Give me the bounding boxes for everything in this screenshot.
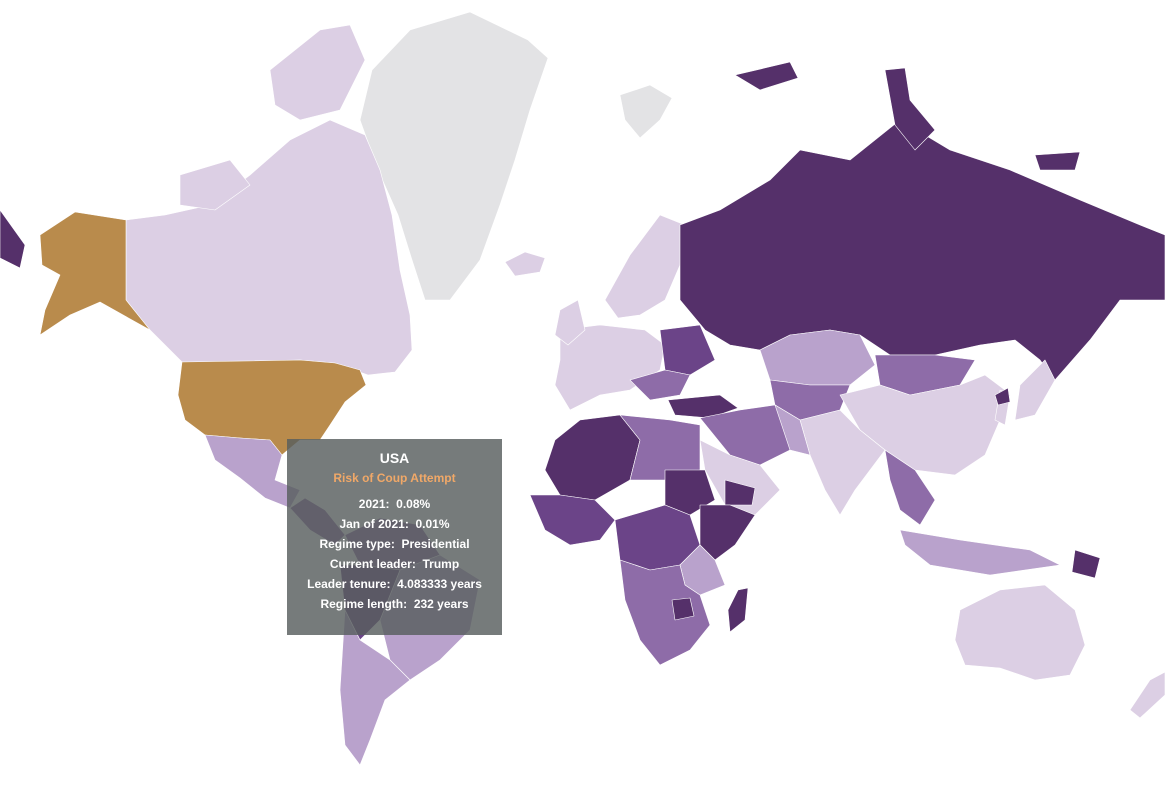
country-uk[interactable] xyxy=(554,299,586,346)
country-scandinavia[interactable] xyxy=(604,214,686,319)
country-zimbabwe[interactable] xyxy=(671,597,695,621)
country-canada[interactable] xyxy=(125,119,413,376)
tooltip-label: Current leader xyxy=(329,557,412,571)
country-tooltip: USA Risk of Coup Attempt 2021: 0.08% Jan… xyxy=(287,439,502,635)
tooltip-row-regime-length: Regime length: 232 years xyxy=(320,597,469,611)
country-russia[interactable] xyxy=(679,119,1165,381)
country-usa-alaska[interactable] xyxy=(39,211,151,336)
country-australia[interactable] xyxy=(954,584,1086,681)
country-arabia[interactable] xyxy=(699,439,781,516)
country-yemen[interactable] xyxy=(724,479,756,506)
tooltip-value: 232 years xyxy=(413,597,469,611)
country-new-zealand[interactable] xyxy=(1129,671,1165,719)
tooltip-value: 0.08% xyxy=(396,497,431,511)
country-russia-arctic-islands[interactable] xyxy=(0,61,1081,269)
country-eastern-europe[interactable] xyxy=(659,324,716,376)
country-argentina-chile[interactable] xyxy=(339,609,411,766)
tooltip-label: 2021 xyxy=(358,497,386,511)
country-southeast-asia[interactable] xyxy=(884,449,936,526)
tooltip-row-current-leader: Current leader: Trump xyxy=(329,557,460,571)
tooltip-value: 0.01% xyxy=(415,517,450,531)
country-pakistan-afghanistan[interactable] xyxy=(774,404,811,456)
tooltip-label: Regime length xyxy=(320,597,404,611)
tooltip-label: Leader tenure xyxy=(307,577,387,591)
country-north-africa-west[interactable] xyxy=(544,414,641,501)
country-balkans[interactable] xyxy=(629,369,691,401)
tooltip-value: Presidential xyxy=(401,537,470,551)
country-west-africa[interactable] xyxy=(529,494,616,546)
country-indonesia-malaysia[interactable] xyxy=(899,529,1061,576)
tooltip-label: Regime type xyxy=(319,537,391,551)
tooltip-label: Jan of 2021 xyxy=(339,517,405,531)
country-madagascar[interactable] xyxy=(727,587,749,633)
country-canada-arctic-islands[interactable] xyxy=(179,24,366,211)
tooltip-country-name: USA xyxy=(379,450,410,466)
country-svalbard[interactable] xyxy=(619,84,673,139)
tooltip-row-leader-tenure: Leader tenure: 4.083333 years xyxy=(307,577,482,591)
country-india[interactable] xyxy=(799,409,886,516)
country-iceland[interactable] xyxy=(504,251,546,277)
country-greenland[interactable] xyxy=(359,11,549,301)
tooltip-row-jan-2021: Jan of 2021: 0.01% xyxy=(339,517,450,531)
country-png[interactable] xyxy=(1071,549,1101,579)
country-horn-africa[interactable] xyxy=(699,504,756,561)
country-north-korea[interactable] xyxy=(994,387,1011,406)
country-southern-africa[interactable] xyxy=(619,559,711,666)
tooltip-row-2021: 2021: 0.08% xyxy=(358,497,431,511)
tooltip-row-regime-type: Regime type: Presidential xyxy=(319,537,470,551)
tooltip-subtitle: Risk of Coup Attempt xyxy=(333,471,456,485)
tooltip-value: 4.083333 years xyxy=(397,577,482,591)
country-western-europe[interactable] xyxy=(554,324,666,411)
tooltip-value: Trump xyxy=(422,557,460,571)
